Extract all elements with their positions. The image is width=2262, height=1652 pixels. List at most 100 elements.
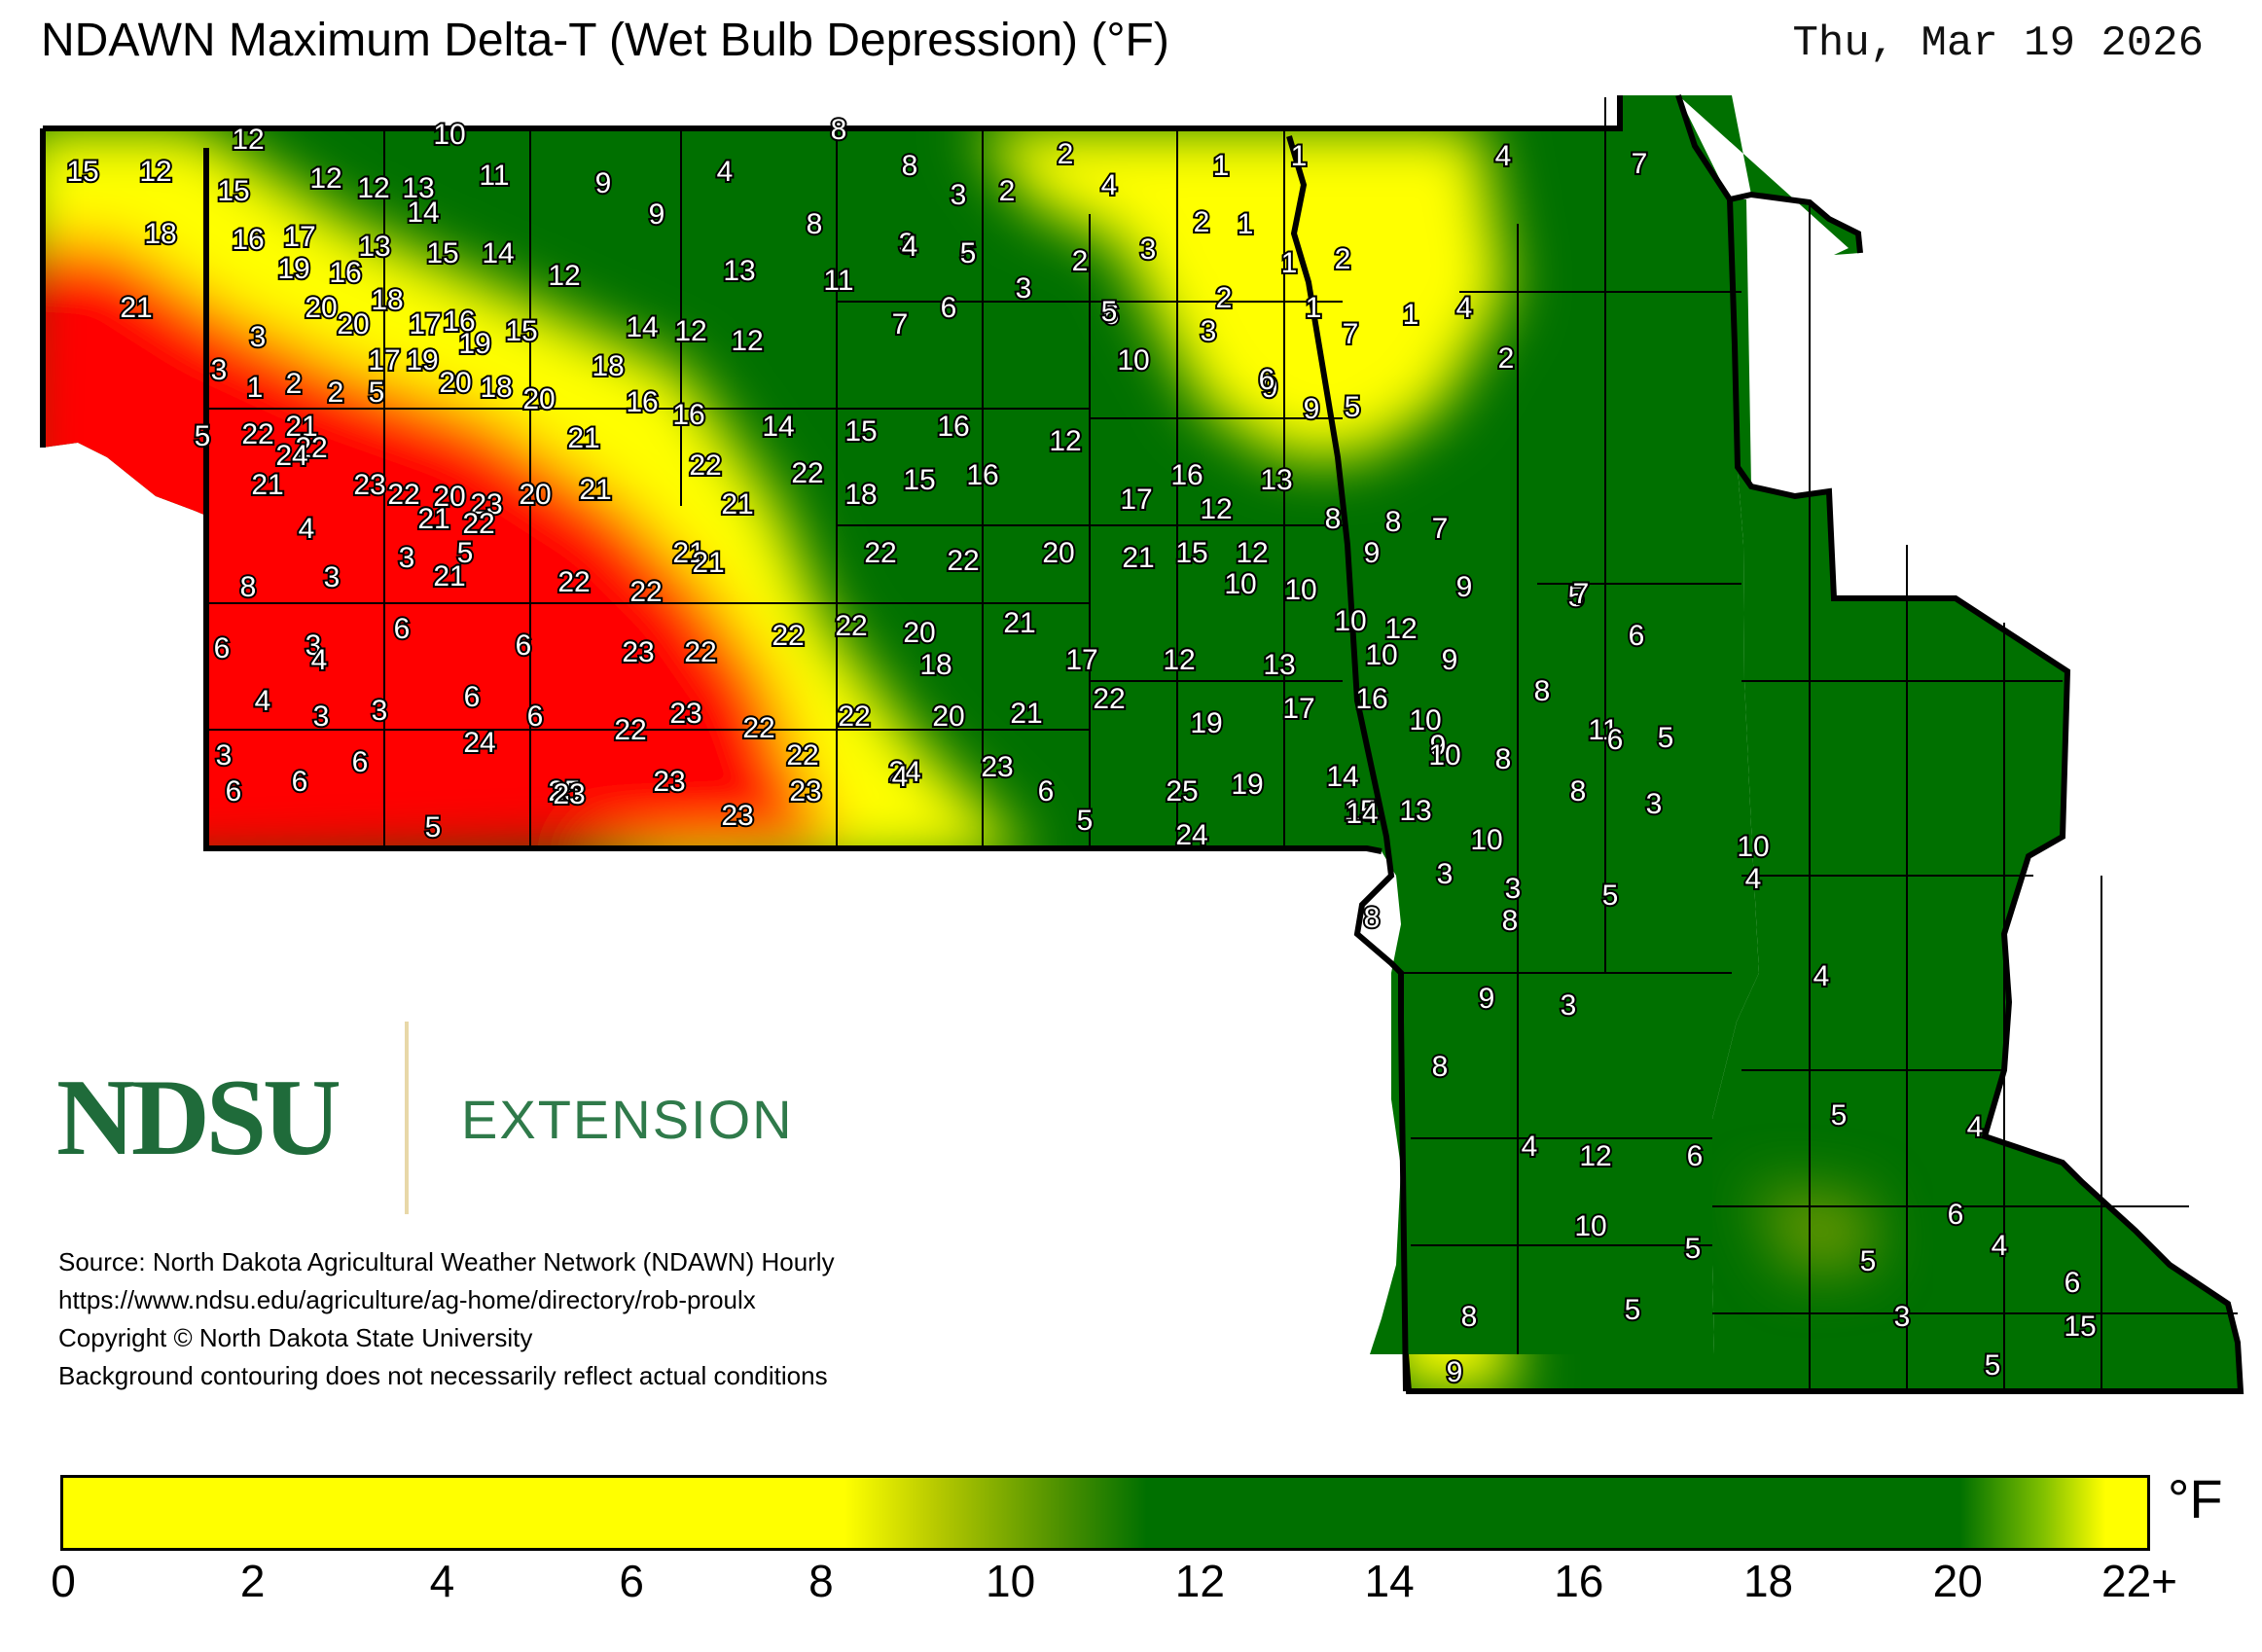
station-value: 8 [1534, 675, 1551, 707]
legend-tick: 16 [1554, 1556, 1604, 1606]
station-value: 5 [960, 237, 977, 269]
station-value: 2 [328, 377, 344, 409]
station-value: 10 [1737, 831, 1769, 863]
station-value: 6 [1948, 1199, 1964, 1231]
station-value: 6 [1687, 1140, 1704, 1172]
station-value: 15 [66, 156, 98, 188]
legend-tick: 18 [1742, 1556, 1794, 1606]
station-value: 17 [1120, 484, 1152, 516]
station-value: 5 [1568, 581, 1585, 613]
station-value: 6 [1629, 620, 1645, 652]
nd-border [40, 95, 1623, 854]
station-value: 4 [255, 685, 271, 717]
copyright-line: Copyright © North Dakota State Universit… [58, 1323, 533, 1352]
station-value: 8 [807, 208, 823, 240]
station-value: 3 [899, 228, 916, 260]
station-value: 2 [1335, 243, 1351, 275]
station-value: 12 [1163, 644, 1195, 676]
station-value: 10 [433, 119, 465, 151]
station-value: 15 [505, 315, 537, 347]
station-value: 8 [1502, 905, 1519, 937]
station-value: 22 [684, 636, 716, 668]
station-value: 8 [1385, 506, 1402, 538]
station-value: 22 [772, 620, 804, 652]
station-value: 8 [1432, 1051, 1449, 1083]
station-value: 15 [903, 464, 935, 496]
station-value: 6 [292, 766, 308, 798]
station-value: 7 [1573, 578, 1590, 610]
station-value: 16 [329, 257, 361, 289]
station-value: 13 [358, 231, 390, 263]
station-value: 18 [919, 649, 951, 681]
station-value: 20 [337, 308, 369, 341]
station-value: 1 [1291, 140, 1308, 172]
station-value: 21 [672, 537, 704, 569]
station-value: 13 [1260, 464, 1292, 496]
station-value: 2 [286, 368, 303, 400]
legend-tick: 6 [619, 1556, 644, 1606]
station-value: 12 [232, 124, 264, 156]
legend-tick: 14 [1364, 1556, 1415, 1606]
station-value: 14 [482, 237, 514, 269]
station-value: 3 [1016, 272, 1032, 305]
station-value: 4 [902, 231, 918, 263]
station-value: 2 [1498, 342, 1515, 375]
station-value: 13 [1399, 795, 1431, 827]
station-value: 9 [1262, 372, 1278, 404]
station-value: 15 [1344, 795, 1376, 827]
mn-border [1403, 94, 2244, 1394]
station-value: 6 [1038, 775, 1055, 808]
station-value: 22 [742, 712, 774, 744]
station-value: 15 [217, 175, 249, 207]
station-value: 21 [120, 292, 152, 324]
station-value: 2 [1194, 206, 1210, 238]
station-value: 17 [368, 344, 400, 377]
station-value: 3 [399, 542, 415, 574]
station-value: 13 [402, 172, 434, 204]
station-value: 6 [516, 629, 532, 662]
station-value: 22 [689, 449, 721, 482]
station-value: 5 [1658, 722, 1674, 754]
station-value: 6 [527, 700, 544, 733]
legend-tick: 2 [239, 1556, 266, 1606]
station-value: 1 [1306, 292, 1322, 324]
station-value: 23 [553, 778, 585, 810]
station-value: 5 [425, 811, 442, 844]
station-value: 21 [721, 488, 753, 521]
station-value: 21 [692, 547, 724, 579]
station-value: 23 [470, 488, 502, 521]
station-value: 14 [1326, 761, 1358, 793]
disclaimer-line: Background contouring does not necessari… [58, 1361, 828, 1390]
station-value: 10 [1284, 574, 1316, 606]
station-value: 4 [892, 761, 909, 793]
station-value: 18 [592, 350, 624, 382]
station-value: 2 [999, 175, 1016, 207]
station-value: 20 [522, 383, 555, 415]
station-value: 22 [614, 714, 646, 746]
station-value: 24 [888, 756, 920, 788]
station-value: 19 [458, 328, 490, 360]
station-value: 1 [1281, 247, 1298, 279]
station-value: 5 [369, 377, 385, 409]
legend-tick: 8 [808, 1556, 834, 1606]
station-value: 9 [649, 198, 665, 231]
url-line: https://www.ndsu.edu/agriculture/ag-home… [58, 1285, 756, 1314]
station-value: 4 [311, 644, 328, 676]
station-value: 5 [1625, 1294, 1641, 1326]
station-value: 12 [1579, 1140, 1611, 1172]
station-value: 23 [721, 800, 753, 832]
station-value: 9 [1447, 1356, 1463, 1388]
station-value: 18 [480, 372, 512, 404]
station-value: 19 [406, 344, 438, 377]
station-value: 9 [1479, 983, 1495, 1015]
station-value: 3 [324, 561, 341, 593]
station-value: 12 [357, 172, 389, 204]
extension-logo: EXTENSION [461, 1089, 794, 1150]
station-value: 17 [283, 221, 315, 253]
station-value: 24 [463, 727, 495, 759]
legend-tick: 12 [1174, 1556, 1225, 1606]
station-value: 10 [1574, 1210, 1606, 1242]
station-value: 3 [1437, 858, 1454, 890]
station-value: 12 [1384, 613, 1417, 645]
station-value: 23 [653, 766, 685, 798]
